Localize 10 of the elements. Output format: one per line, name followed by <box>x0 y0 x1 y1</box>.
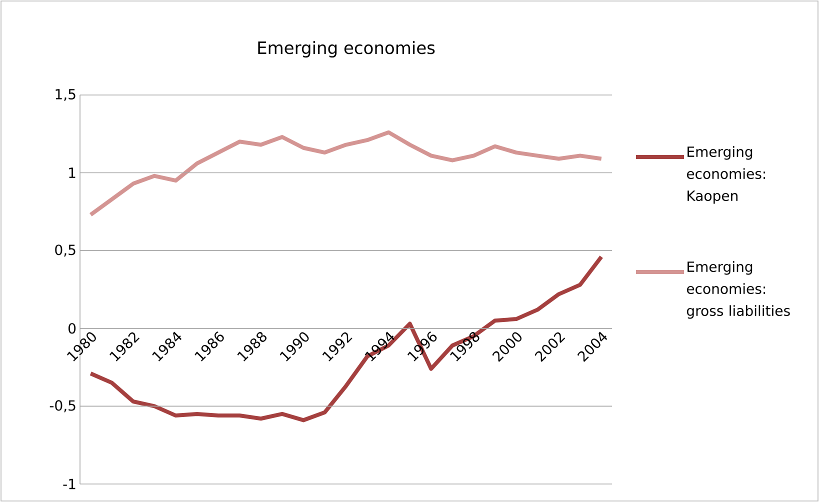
line-series <box>88 130 604 217</box>
legend-label: Emerging economies: gross liabilities <box>686 261 790 319</box>
chart-title: Emerging economies <box>258 41 435 58</box>
legend-label: Emerging economies: Kaopen <box>686 146 766 204</box>
y-tick-label: 1 <box>69 168 76 178</box>
y-tick-label: -0,5 <box>50 400 76 412</box>
y-tick-label: 0 <box>68 323 76 334</box>
y-tick-label: 0,5 <box>55 244 76 257</box>
y-tick-label: -1 <box>63 478 76 490</box>
y-tick-label: 1,5 <box>56 89 76 101</box>
